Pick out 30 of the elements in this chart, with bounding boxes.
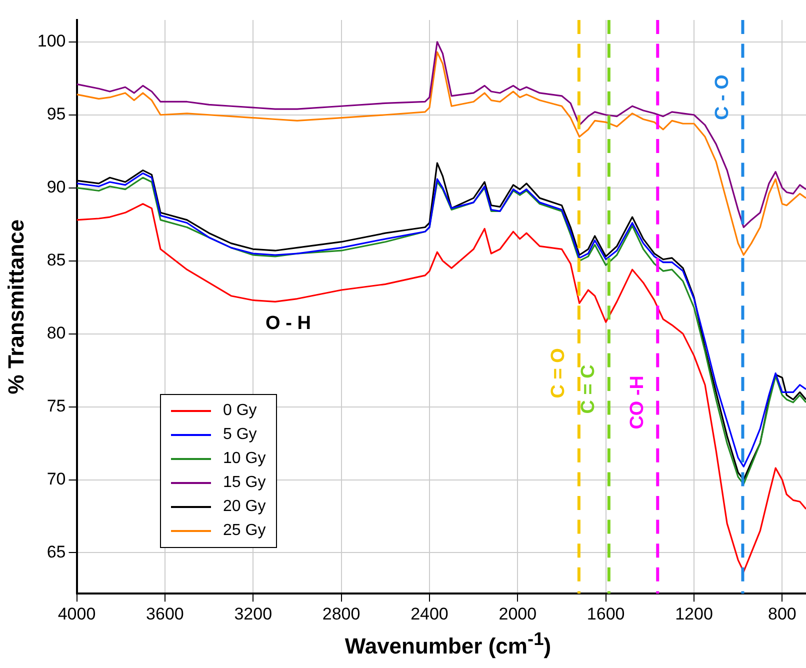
- ref-line-label: C - O: [712, 74, 733, 120]
- x-tick-label: 2400: [410, 604, 448, 624]
- x-tick-label: 2000: [498, 604, 537, 624]
- y-tick-label: 65: [46, 542, 66, 562]
- annotation: O - H: [266, 313, 311, 334]
- ref-line-label: C = O: [548, 348, 570, 398]
- y-tick-label: 95: [46, 104, 66, 124]
- legend-label: 5 Gy: [223, 426, 257, 444]
- x-tick-label: 1600: [586, 604, 625, 624]
- x-tick-label: 3600: [146, 604, 184, 624]
- legend-label: 0 Gy: [223, 402, 257, 420]
- x-axis-title: Wavenumber (cm$^{-1}$): [344, 628, 552, 660]
- x-tick-label: 1200: [675, 604, 713, 624]
- legend-label: 10 Gy: [223, 450, 266, 468]
- y-axis-title: % Transmittance: [3, 219, 28, 394]
- legend-label: 25 Gy: [223, 522, 266, 540]
- x-tick-label: 3200: [234, 604, 272, 624]
- y-tick-label: 100: [37, 32, 66, 51]
- x-tick-label: 4000: [58, 604, 96, 624]
- ref-line-label: C = C: [578, 364, 600, 414]
- y-tick-label: 75: [46, 396, 66, 416]
- y-tick-label: 80: [46, 323, 66, 342]
- x-tick-label: 800: [768, 604, 796, 624]
- y-tick-label: 85: [46, 250, 66, 270]
- y-tick-label: 70: [46, 469, 66, 488]
- legend-label: 15 Gy: [223, 474, 266, 492]
- ref-line-label: CO -H: [626, 375, 648, 430]
- x-tick-label: 2800: [322, 604, 360, 624]
- legend-label: 20 Gy: [223, 498, 266, 516]
- y-tick-label: 90: [46, 178, 66, 197]
